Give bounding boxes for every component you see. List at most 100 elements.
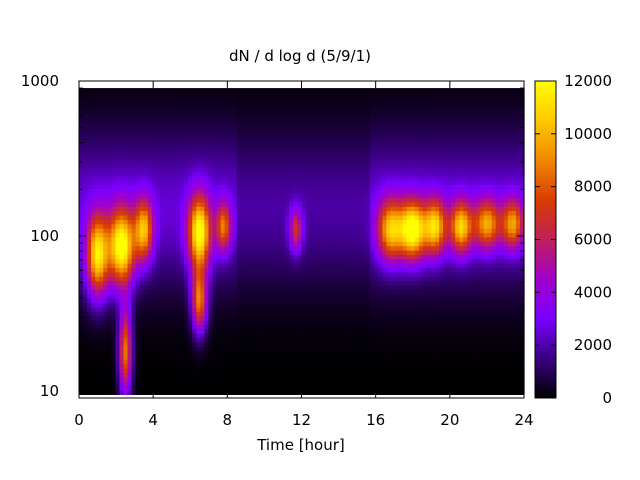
heatmap-cell	[107, 131, 112, 137]
heatmap-cell	[305, 249, 311, 255]
heatmap-cell	[135, 206, 141, 212]
heatmap-cell	[236, 219, 242, 225]
heatmap-cell	[188, 184, 193, 190]
heatmap-cell	[139, 324, 145, 330]
heatmap-cell	[269, 245, 274, 251]
heatmap-cell	[123, 127, 129, 133]
heatmap-cell	[232, 245, 238, 251]
heatmap-cell	[317, 96, 323, 102]
heatmap-cell	[362, 284, 367, 290]
heatmap-cell	[228, 144, 234, 150]
heatmap-cell	[196, 245, 201, 251]
heatmap-cell	[273, 149, 278, 155]
heatmap-cell	[281, 328, 286, 334]
heatmap-cell	[240, 341, 246, 347]
heatmap-cell	[159, 92, 165, 98]
heatmap-cell	[346, 359, 351, 365]
heatmap-cell	[155, 337, 161, 343]
heatmap-cell	[159, 385, 165, 391]
heatmap-cell	[273, 127, 278, 133]
heatmap-cell	[321, 88, 327, 94]
heatmap-cell	[277, 241, 282, 247]
heatmap-cell	[309, 188, 315, 194]
heatmap-cell	[236, 263, 242, 269]
heatmap-cell	[127, 210, 133, 216]
heatmap-cell	[257, 232, 262, 238]
heatmap-cell	[252, 368, 258, 374]
heatmap-cell	[281, 267, 286, 273]
heatmap-cell	[350, 363, 355, 369]
heatmap-cell	[305, 289, 311, 295]
heatmap-cell	[329, 184, 335, 190]
heatmap-cell	[212, 298, 218, 304]
heatmap-cell	[123, 263, 129, 269]
heatmap-cell	[143, 219, 149, 225]
heatmap-cell	[103, 210, 108, 216]
heatmap-cell	[123, 131, 129, 137]
heatmap-cell	[269, 118, 274, 124]
heatmap-cell	[228, 158, 234, 164]
heatmap-cell	[341, 280, 347, 286]
heatmap-cell	[212, 241, 218, 247]
heatmap-cell	[309, 350, 315, 356]
heatmap-cell	[188, 197, 193, 203]
heatmap-cell	[321, 372, 327, 378]
heatmap-cell	[192, 201, 197, 207]
heatmap-cell	[119, 206, 125, 212]
heatmap-cell	[99, 105, 104, 111]
heatmap-cell	[196, 284, 201, 290]
heatmap-cell	[289, 302, 295, 308]
heatmap-cell	[192, 346, 197, 352]
heatmap-cell	[123, 171, 129, 177]
heatmap-cell	[103, 385, 108, 391]
heatmap-cell	[273, 214, 278, 220]
heatmap-cell	[172, 376, 177, 382]
heatmap-cell	[277, 92, 282, 98]
heatmap-cell	[346, 324, 351, 330]
heatmap-cell	[151, 193, 157, 199]
heatmap-cell	[313, 158, 319, 164]
heatmap-cell	[83, 105, 88, 111]
heatmap-cell	[354, 319, 359, 325]
heatmap-cell	[232, 311, 238, 317]
heatmap-cell	[358, 219, 363, 225]
heatmap-cell	[83, 179, 88, 185]
heatmap-cell	[273, 175, 278, 181]
heatmap-cell	[123, 232, 129, 238]
heatmap-cell	[155, 354, 161, 360]
heatmap-cell	[208, 271, 214, 277]
heatmap-cell	[236, 197, 242, 203]
heatmap-cell	[163, 341, 169, 347]
heatmap-cell	[293, 280, 299, 286]
heatmap-cell	[127, 158, 133, 164]
heatmap-cell	[115, 210, 121, 216]
heatmap-cell	[341, 166, 347, 172]
heatmap-cell	[103, 123, 108, 129]
heatmap-cell	[107, 359, 112, 365]
heatmap-cell	[301, 376, 307, 382]
heatmap-cell	[135, 131, 141, 137]
heatmap-cell	[293, 289, 299, 295]
heatmap-cell	[293, 188, 299, 194]
heatmap-cell	[257, 245, 262, 251]
heatmap-cell	[83, 140, 88, 146]
heatmap-cell	[232, 293, 238, 299]
heatmap-cell	[208, 109, 214, 115]
heatmap-cell	[83, 201, 88, 207]
heatmap-cell	[297, 337, 303, 343]
heatmap-cell	[159, 96, 165, 102]
heatmap-cell	[325, 341, 331, 347]
heatmap-cell	[341, 311, 347, 317]
heatmap-cell	[168, 219, 173, 225]
heatmap-cell	[309, 302, 315, 308]
heatmap-cell	[159, 363, 165, 369]
heatmap-cell	[309, 280, 315, 286]
heatmap-cell	[87, 188, 92, 194]
heatmap-cell	[139, 350, 145, 356]
heatmap-cell	[341, 162, 347, 168]
heatmap-cell	[289, 175, 295, 181]
heatmap-cell	[354, 166, 359, 172]
heatmap-cell	[208, 311, 214, 317]
heatmap-cell	[135, 350, 141, 356]
heatmap-cell	[358, 210, 363, 216]
